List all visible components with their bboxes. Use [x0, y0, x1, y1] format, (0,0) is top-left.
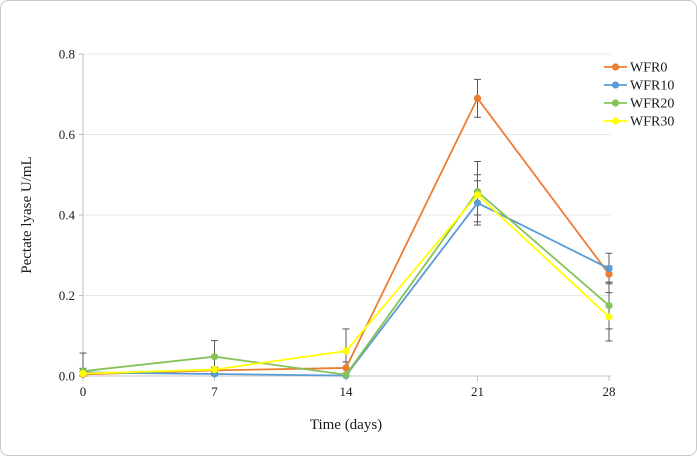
- legend-item-WFR0: WFR0: [604, 61, 667, 76]
- legend-marker-WFR10: [611, 81, 620, 89]
- series-marker-WFR30-day0: [79, 369, 87, 378]
- legend-marker-WFR30: [611, 117, 620, 125]
- series-marker-WFR30-day28: [605, 313, 613, 321]
- y-axis-title: Pectate lyase U/mL: [19, 156, 35, 273]
- data-series: [79, 94, 613, 380]
- series-marker-WFR20-day14: [342, 371, 350, 379]
- y-tick-label: 0.8: [59, 47, 75, 62]
- series-marker-WFR10-day28: [605, 264, 613, 273]
- series-WFR30: [79, 191, 613, 378]
- x-tick-label: 0: [80, 384, 87, 399]
- x-tick-label: 7: [211, 384, 218, 399]
- legend-item-WFR30: WFR30: [604, 115, 674, 130]
- x-tick-label: 21: [471, 384, 484, 399]
- series-marker-WFR20-day7: [210, 353, 219, 361]
- y-tick-label: 0.0: [59, 369, 75, 384]
- legend-label-WFR0: WFR0: [630, 61, 667, 76]
- series-marker-WFR0-day28: [605, 270, 613, 278]
- legend-item-WFR10: WFR10: [604, 79, 674, 94]
- series-marker-WFR0-day14: [342, 364, 350, 372]
- legend-label-WFR20: WFR20: [630, 97, 674, 112]
- series-marker-WFR30-day14: [342, 347, 350, 355]
- series-marker-WFR0-day21: [473, 94, 482, 102]
- y-tick-label: 0.4: [59, 208, 76, 223]
- series-WFR20: [79, 188, 613, 379]
- legend: WFR0 WFR10 WFR20 WFR30: [604, 61, 674, 130]
- legend-label-WFR30: WFR30: [630, 115, 674, 130]
- legend-marker-WFR0: [611, 63, 620, 71]
- x-axis-title: Time (days): [310, 417, 382, 433]
- axes: 0.0 0.2 0.4 0.6 0.8 0 7 14 21 28: [59, 47, 616, 400]
- legend-marker-WFR20: [611, 99, 620, 107]
- series-marker-WFR20-day28: [605, 301, 613, 310]
- legend-label-WFR10: WFR10: [630, 79, 674, 94]
- legend-item-WFR20: WFR20: [604, 97, 674, 112]
- error-bars: [79, 78, 613, 377]
- gridlines: [83, 53, 611, 296]
- x-tick-label: 14: [340, 384, 354, 399]
- series-marker-WFR10-day21: [473, 199, 482, 207]
- series-marker-WFR30-day7: [210, 365, 219, 374]
- series-marker-WFR30-day21: [473, 191, 482, 199]
- y-tick-label: 0.2: [59, 288, 75, 303]
- y-tick-label: 0.6: [59, 127, 76, 142]
- x-tick-label: 28: [603, 384, 616, 399]
